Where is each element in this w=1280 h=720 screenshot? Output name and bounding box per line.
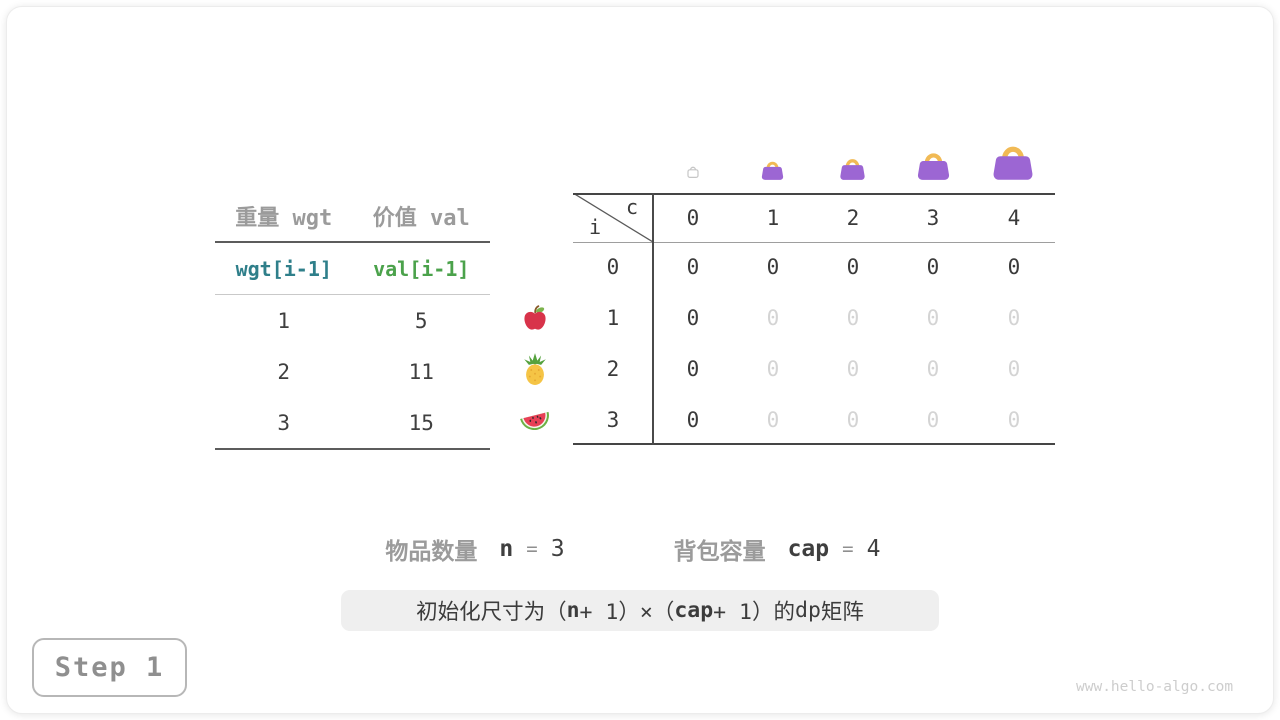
capacity-value: 4 [866,536,881,562]
col-var-label: c [625,195,638,219]
matrix-row-label: 2 [606,356,620,381]
site-url: www.hello-algo.com [1076,679,1234,695]
items-count-value: 3 [550,536,565,562]
matrix-cell: 0 [686,356,700,381]
matrix-row-label: 0 [606,255,620,280]
dp-matrix: c i 0 1 2 3 4 0 0 0 0 0 0 1 0 0 0 0 0 2 … [573,193,1055,445]
matrix-cell: 0 [1007,407,1021,432]
pineapple-icon [520,352,550,392]
capacity-label: 背包容量 [673,539,766,565]
init-note-box: 初始化尺寸为（ n + 1）×（ cap + 1）的 dp 矩阵 [341,590,939,631]
note-part: + 1）的 [713,600,796,625]
matrix-row-label: 3 [606,407,620,432]
value-cell: 5 [414,308,428,333]
items-count-var: n [499,536,514,562]
item-table-value-header: 价值 val [372,205,470,231]
matrix-cell: 0 [926,306,940,331]
item-table-var-row: wgt[i-1] val[i-1] [215,243,490,295]
matrix-row-label: 1 [606,306,620,331]
weight-var-cell: wgt[i-1] [235,256,332,281]
note-dp-code: dp [795,598,821,623]
matrix-col-header: 0 [686,205,700,230]
weight-cell: 2 [277,359,291,384]
table-row: 2 11 [215,346,490,397]
matrix-cell: 0 [686,306,700,331]
matrix-cell: 0 [926,407,940,432]
note-part: + 1）×（ [579,600,675,625]
matrix-cell: 0 [1007,306,1021,331]
weight-cell: 3 [277,410,291,435]
note-part: 初始化尺寸为（ [416,600,567,625]
watermelon-icon [518,406,552,441]
matrix-col-header: 3 [926,205,940,230]
row-var-label: i [589,215,602,239]
matrix-cell: 0 [766,407,780,432]
matrix-bottom-line [573,443,1055,445]
matrix-cell: 0 [766,356,780,381]
matrix-cell: 0 [766,306,780,331]
matrix-cell: 0 [766,255,780,280]
matrix-cell: 0 [686,407,700,432]
item-table-weight-header: 重量 wgt [235,205,333,231]
value-cell: 11 [408,359,434,384]
matrix-cell: 0 [846,356,860,381]
items-count-label: 物品数量 [385,539,478,565]
matrix-top-line [573,193,1055,195]
weight-cell: 1 [277,308,291,333]
matrix-cell: 0 [926,255,940,280]
empty-bag-icon [685,163,701,184]
matrix-col-header: 4 [1007,205,1021,230]
value-cell: 15 [408,410,434,435]
capacity-annotation: 背包容量 cap = 4 [674,533,881,565]
matrix-col-header: 1 [766,205,780,230]
corner-diagonal-line [573,193,653,242]
note-var-n: n [566,598,580,623]
step-button[interactable]: Step 1 [32,638,187,697]
capacity-var: cap [787,536,830,562]
bag-icon-capacity-4 [990,140,1036,185]
matrix-header-line [573,241,1055,243]
table-row: 3 15 [215,397,490,450]
matrix-cell: 0 [846,255,860,280]
note-var-cap: cap [674,598,714,623]
bag-icon-capacity-2 [838,155,867,185]
apple-icon [520,303,550,338]
matrix-cell: 0 [846,306,860,331]
note-part: 矩阵 [820,600,864,625]
matrix-cell: 0 [686,255,700,280]
table-row: 1 5 [215,295,490,346]
item-table: 重量 wgt 价值 val wgt[i-1] val[i-1] 1 5 2 11… [215,190,490,450]
equals-sign: = [842,538,854,560]
matrix-vertical-line [652,193,654,445]
matrix-cell: 0 [846,407,860,432]
matrix-corner-cell: c i [573,193,653,242]
equals-sign: = [526,538,538,560]
bag-icon-capacity-3 [915,148,952,185]
matrix-cell: 0 [926,356,940,381]
value-var-cell: val[i-1] [373,256,470,281]
matrix-col-header: 2 [846,205,860,230]
items-count-annotation: 物品数量 n = 3 [385,533,564,565]
bag-icon-capacity-1 [760,158,785,185]
matrix-cell: 0 [1007,356,1021,381]
item-table-header-row: 重量 wgt 价值 val [215,190,490,243]
matrix-cell: 0 [1007,255,1021,280]
